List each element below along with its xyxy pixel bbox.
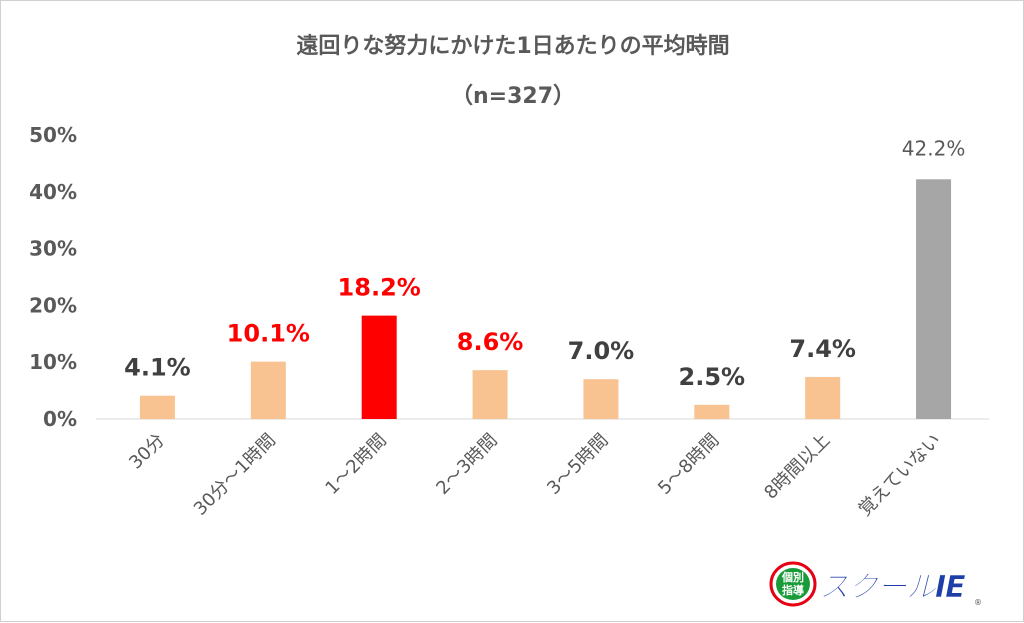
logo-brand-text: スクールIE [819,570,966,605]
category-labels-group: 30分 30分〜1時間 1〜2時間 2〜3時間 3〜5時間 5〜8時間 8時間以上 覚えていな… [125,430,945,521]
data-labels-group: 4.1% 10.1% 18.2% 8.6% 7.0% 2.5% 7.4% 42.2% [124,136,965,390]
y-axis-ticks: 0% 10% 20% 30% 40% 50% [29,123,77,431]
data-label: 2.5% [679,363,746,391]
y-tick-label: 50% [29,123,77,147]
logo-badge [776,568,810,600]
category-label: 30分〜1時間 [190,430,280,520]
y-tick-label: 20% [29,293,77,317]
data-label: 42.2% [902,136,966,160]
y-tick-label: 30% [29,237,77,261]
bar [805,376,841,419]
data-label: 18.2% [338,274,421,302]
bars-group [139,179,952,419]
logo-badge-ring [769,561,817,607]
logo-registered-mark: ® [974,598,982,607]
y-tick-label: 0% [43,407,77,431]
bar [916,179,952,419]
category-label: 8時間以上 [760,430,834,504]
data-label: 4.1% [124,354,191,382]
bar [361,315,397,419]
chart-subtitle: （n=327） [451,84,575,109]
bar [250,361,286,419]
category-label: 2〜3時間 [432,430,501,499]
logo-badge-top-text: 個別 [781,570,804,584]
data-label: 8.6% [457,328,524,356]
category-label: 5〜8時間 [654,430,723,499]
bar [472,370,508,419]
category-label: 3〜5時間 [543,430,612,499]
data-label: 7.0% [568,337,635,365]
bar [139,395,175,419]
y-tick-label: 10% [29,350,77,374]
category-label: 30分 [125,430,169,474]
category-label: 1〜2時間 [321,430,390,499]
category-label: 覚えていない [855,430,946,521]
school-ie-logo: 個別 指導 スクールIE ® [769,561,982,607]
y-tick-label: 40% [29,180,77,204]
data-label: 7.4% [789,335,856,363]
data-label: 10.1% [227,320,310,348]
bar [583,379,619,419]
bar [694,404,730,419]
chart-title: 遠回りな努力にかけた1日あたりの平均時間 [296,33,729,59]
logo-badge-bottom-text: 指導 [782,583,804,597]
